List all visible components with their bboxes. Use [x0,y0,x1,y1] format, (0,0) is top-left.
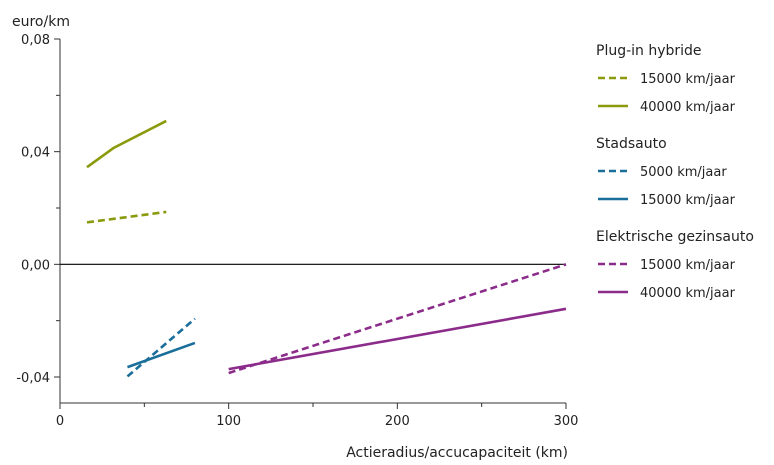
legend-group-title: Elektrische gezinsauto [596,229,754,245]
y-axis-title: euro/km [12,14,70,30]
y-tick-label: 0,08 [21,33,50,48]
series-layer [86,119,567,378]
series-line-2-1 [228,307,567,371]
x-tick-label: 300 [554,414,579,429]
series-line-1-1 [127,341,196,369]
y-tick-label: -0,04 [16,371,50,386]
legend-entry-label: 40000 km/jaar [640,100,736,115]
x-tick-label: 100 [216,414,241,429]
x-axis-title: Actieradius/accucapaciteit (km) [346,445,568,461]
x-tick-label: 200 [385,414,410,429]
legend-entry-label: 15000 km/jaar [640,193,736,208]
series-line-2-0 [228,263,567,375]
legend-entry-label: 15000 km/jaar [640,72,736,87]
legend-group-title: Plug-in hybride [596,43,702,59]
legend: Plug-in hybride 15000 km/jaar 40000 km/jaa… [596,43,754,301]
legend-entry-label: 5000 km/jaar [640,165,727,180]
legend-entry-label: 15000 km/jaar [640,258,736,273]
series-line-0-0 [86,210,167,224]
x-tick-label: 0 [56,414,64,429]
y-ticks: -0,04 0,00 0,04 0,08 [16,33,60,386]
axes [59,39,566,407]
legend-entry-label: 40000 km/jaar [640,286,736,301]
series-line-1-0 [126,317,196,378]
y-tick-label: 0,04 [21,146,50,161]
legend-group-title: Stadsauto [596,136,667,152]
x-ticks: 0 100 200 300 [56,403,579,429]
series-line-0-1 [86,119,167,169]
y-tick-label: 0,00 [21,258,50,273]
